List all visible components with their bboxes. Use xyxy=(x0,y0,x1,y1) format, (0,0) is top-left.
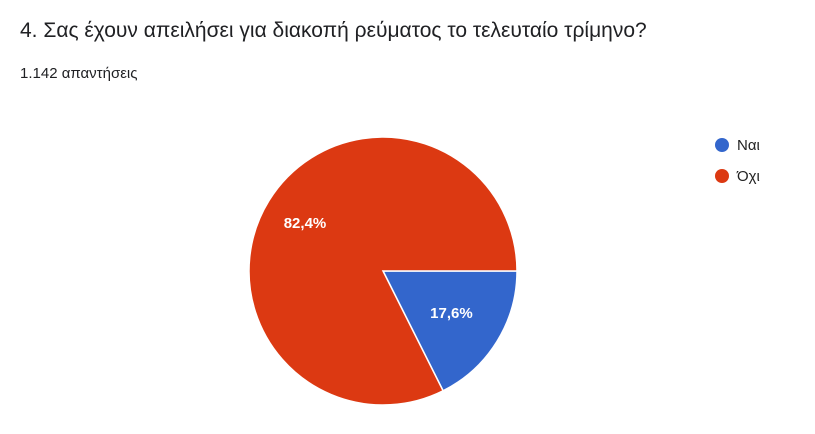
legend-marker-0 xyxy=(715,138,729,152)
legend-label-1: Όχι xyxy=(736,168,760,185)
question-title: 4. Σας έχουν απειλήσει για διακοπή ρεύμα… xyxy=(20,19,647,42)
response-count: 1.142 απαντήσεις xyxy=(20,65,138,82)
legend-label-0: Ναι xyxy=(737,137,760,154)
data-label-1: 82,4% xyxy=(284,215,327,232)
pie-slice-1[interactable] xyxy=(248,136,518,406)
legend-marker-1 xyxy=(715,169,729,183)
pie-slice-0[interactable] xyxy=(381,270,518,392)
data-label-0: 17,6% xyxy=(430,305,473,322)
